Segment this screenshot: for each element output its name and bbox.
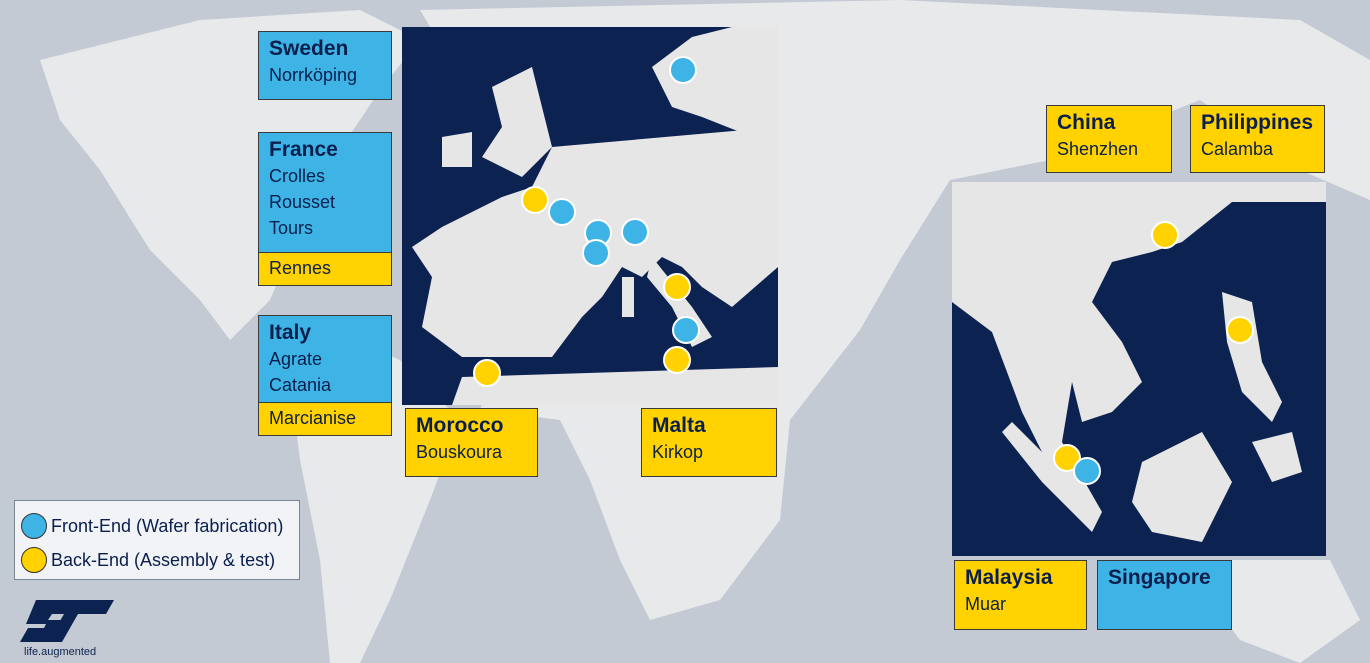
country-name: China	[1057, 111, 1116, 134]
site-box: China Shenzhen	[1046, 105, 1172, 173]
back-end-marker	[663, 273, 691, 301]
back-end-marker	[521, 186, 549, 214]
legend-swatch	[21, 513, 47, 539]
country-name: Sweden	[269, 37, 349, 60]
front-end-city: Agrate	[269, 349, 323, 369]
site-box: Malaysia Muar	[954, 560, 1087, 630]
back-end-marker	[1053, 444, 1081, 472]
back-end-city: Bouskoura	[416, 442, 503, 462]
site-header: Singapore	[1098, 561, 1231, 629]
front-end-marker	[621, 218, 649, 246]
site-header: Italy Agrate Catania	[259, 316, 391, 402]
site-header: China Shenzhen	[1047, 106, 1171, 172]
country-name: Philippines	[1201, 111, 1314, 134]
site-header: Morocco Bouskoura	[406, 409, 537, 476]
front-end-city: Catania	[269, 375, 332, 395]
st-logo	[20, 600, 114, 642]
legend-label: Back-End (Assembly & test)	[51, 549, 276, 570]
back-end-city: Marcianise	[269, 408, 357, 428]
site-header: Malta Kirkop	[642, 409, 776, 476]
site-box: Italy Agrate Catania Marcianise	[258, 315, 392, 436]
front-end-city: Rousset	[269, 192, 336, 212]
front-end-marker	[1073, 457, 1101, 485]
legend: Front-End (Wafer fabrication) Back-End (…	[14, 500, 300, 580]
site-header: Malaysia Muar	[955, 561, 1086, 629]
country-name: Malta	[652, 414, 706, 437]
back-end-marker	[1226, 316, 1254, 344]
site-box: Sweden Norrköping	[258, 31, 392, 100]
logo-tagline: life.augmented	[24, 646, 97, 658]
site-box: Philippines Calamba	[1190, 105, 1325, 173]
country-name: Morocco	[416, 414, 504, 437]
back-end-marker	[663, 346, 691, 374]
front-end-city: Tours	[269, 218, 314, 238]
back-end-city: Calamba	[1201, 139, 1274, 159]
site-header: France Crolles Rousset Tours	[259, 133, 391, 252]
back-end-marker	[1151, 221, 1179, 249]
site-box: France Crolles Rousset Tours Rennes	[258, 132, 392, 286]
front-end-city: Norrköping	[269, 65, 358, 85]
site-box: Morocco Bouskoura	[405, 408, 538, 477]
front-end-marker	[672, 316, 700, 344]
back-end-city: Muar	[965, 594, 1007, 614]
front-end-city: Crolles	[269, 166, 326, 186]
back-end-city: Shenzhen	[1057, 139, 1139, 159]
back-end-section: Marcianise	[259, 402, 391, 435]
country-name: Malaysia	[965, 566, 1053, 589]
site-box: Malta Kirkop	[641, 408, 777, 477]
country-name: Italy	[269, 321, 312, 344]
front-end-marker	[582, 239, 610, 267]
back-end-city: Kirkop	[652, 442, 704, 462]
country-name: France	[269, 138, 338, 161]
back-end-marker	[473, 359, 501, 387]
back-end-city: Rennes	[269, 258, 332, 278]
front-end-marker	[548, 198, 576, 226]
site-box: Singapore	[1097, 560, 1232, 630]
country-name: Singapore	[1108, 566, 1211, 589]
front-end-marker	[669, 56, 697, 84]
legend-label: Front-End (Wafer fabrication)	[51, 515, 284, 536]
legend-swatch	[21, 547, 47, 573]
site-header: Sweden Norrköping	[259, 32, 391, 99]
back-end-section: Rennes	[259, 252, 391, 285]
site-header: Philippines Calamba	[1191, 106, 1324, 172]
